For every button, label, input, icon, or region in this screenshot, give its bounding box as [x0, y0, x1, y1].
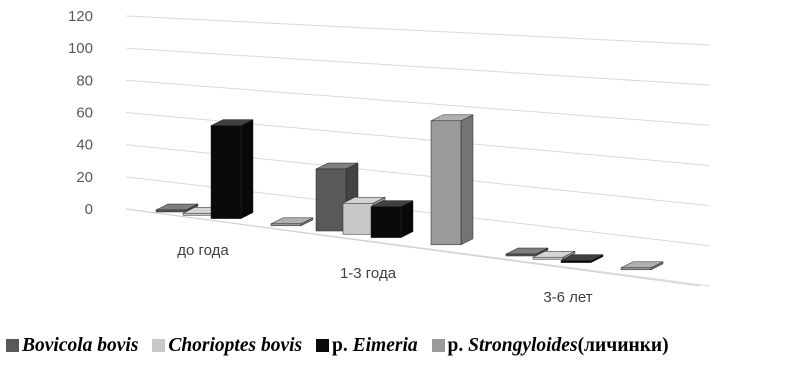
legend-label: Chorioptes bovis: [168, 335, 303, 356]
bar-front: [155, 209, 187, 213]
y-tick-label: 80: [76, 72, 93, 89]
bar: [505, 247, 549, 257]
bar-side: [460, 114, 474, 246]
y-tick-label: 0: [85, 201, 93, 218]
bar-front: [270, 223, 302, 227]
legend-item-strongyloides: р. Strongyloides(личинки): [431, 335, 669, 357]
y-tick-label: 100: [68, 40, 93, 57]
bar-side: [400, 200, 414, 239]
x-axis-labels: до года 1-3 года 3-6 лет: [177, 242, 593, 306]
bars: [155, 114, 664, 271]
gridline: [125, 47, 711, 86]
chart-floor: [125, 208, 701, 287]
bar-front: [315, 168, 347, 232]
gridline: [125, 79, 711, 126]
bar: [270, 217, 314, 227]
legend-item-bovicola: Bovicola bovis: [6, 335, 138, 357]
x-category-label: 1-3 года: [340, 265, 397, 282]
bar-front: [370, 206, 402, 238]
legend-label: Bovicola bovis: [22, 335, 139, 356]
legend-prefix: р.: [447, 335, 464, 356]
y-axis-ticks: 0 20 40 60 80 100 120: [68, 8, 93, 218]
legend-item-chorioptes: Chorioptes bovis: [152, 335, 302, 357]
x-category-label: до года: [177, 242, 229, 259]
bar: [210, 119, 254, 220]
bar: [155, 203, 199, 213]
legend-suffix: (личинки): [577, 335, 669, 356]
bar: [370, 200, 414, 239]
bar-front: [505, 253, 537, 257]
legend: Bovicola bovis Chorioptes bovis р. Eimer…: [6, 335, 678, 357]
legend-swatch: [6, 339, 19, 352]
y-tick-label: 20: [76, 169, 93, 186]
bar-front: [620, 267, 652, 271]
bar-front: [430, 120, 462, 246]
legend-label: Eimeria: [352, 335, 418, 356]
bar-side: [240, 119, 254, 220]
bar: [620, 261, 664, 271]
x-category-label: 3-6 лет: [543, 289, 592, 306]
bar: [430, 114, 474, 246]
y-tick-label: 40: [76, 137, 93, 154]
y-tick-label: 60: [76, 105, 93, 122]
bar-front: [182, 212, 214, 216]
legend-item-eimeria: р. Eimeria: [316, 335, 418, 357]
gridline: [125, 15, 711, 46]
y-tick-label: 120: [68, 8, 93, 25]
legend-swatch: [431, 339, 445, 352]
bar-front: [560, 260, 592, 263]
bar-front: [342, 202, 374, 235]
bar: [560, 254, 604, 264]
legend-swatch: [152, 339, 166, 352]
legend-prefix: р.: [332, 335, 348, 356]
legend-label: Strongyloides: [468, 335, 578, 356]
bar: [532, 250, 576, 260]
floor-edge: [125, 208, 701, 287]
bar-front: [210, 125, 242, 219]
bar-front: [532, 256, 564, 260]
legend-swatch: [316, 339, 330, 352]
